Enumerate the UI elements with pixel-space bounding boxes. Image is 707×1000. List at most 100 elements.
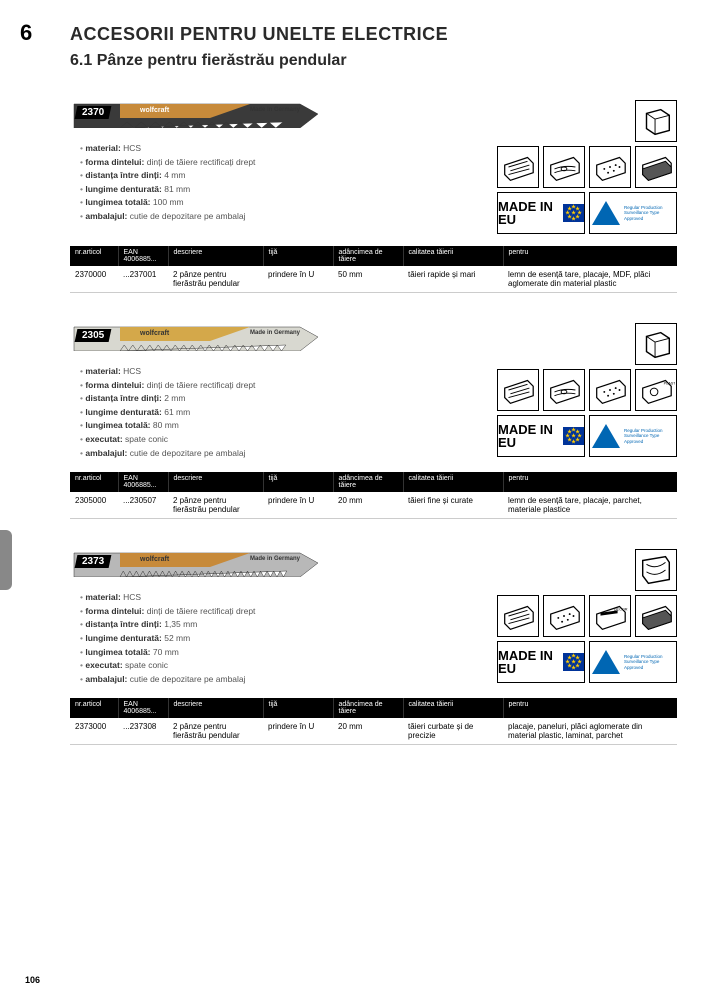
spec-item: lungimea totală: 70 mm bbox=[80, 646, 422, 660]
page-number: 106 bbox=[25, 975, 40, 985]
td-descriere: 2 pânze pentru fierăstrău pendular bbox=[168, 718, 263, 745]
spec-value: 81 mm bbox=[164, 184, 190, 194]
tuv-triangle-icon bbox=[592, 650, 620, 674]
tuv-text: Regular Production Surveillance Type App… bbox=[624, 205, 674, 221]
th-adancime: adâncimea de tăiere bbox=[333, 246, 403, 266]
td-ean: ...237308 bbox=[118, 718, 168, 745]
spec-item: lungimea totală: 80 mm bbox=[80, 419, 422, 433]
material-icon bbox=[635, 146, 677, 188]
spec-item: material: HCS bbox=[80, 142, 422, 156]
spec-item: distanța între dinți: 1,35 mm bbox=[80, 618, 422, 632]
spec-item: material: HCS bbox=[80, 591, 422, 605]
material-icon bbox=[543, 146, 585, 188]
td-tija: prindere în U bbox=[263, 492, 333, 519]
spec-value: cutie de depozitare pe ambalaj bbox=[130, 211, 246, 221]
blade-number: 2373 bbox=[75, 555, 112, 568]
td-tija: prindere în U bbox=[263, 718, 333, 745]
th-adancime: adâncimea de tăiere bbox=[333, 472, 403, 492]
td-adancime: 50 mm bbox=[333, 266, 403, 293]
made-in-eu-text: MADE IN EU bbox=[498, 423, 559, 449]
th-descriere: descriere bbox=[168, 698, 263, 718]
th-ean: EAN 4006885... bbox=[118, 698, 168, 718]
material-icon: PLASTIC bbox=[635, 369, 677, 411]
material-icon bbox=[589, 146, 631, 188]
product-table: nr.articolEAN 4006885...descrieretijăadâ… bbox=[70, 472, 677, 519]
spec-item: lungime denturată: 52 mm bbox=[80, 632, 422, 646]
section-number: 6.1 bbox=[70, 52, 92, 69]
chapter-number: 6 bbox=[20, 20, 50, 46]
product-block: 2373 wolfcraft Made in Germany material: HC… bbox=[70, 549, 677, 745]
spec-label: forma dintelui: bbox=[85, 606, 144, 616]
spec-value: spate conic bbox=[125, 660, 168, 670]
spec-item: executat: spate conic bbox=[80, 433, 422, 447]
spec-label: distanța între dinți: bbox=[85, 619, 162, 629]
material-icon bbox=[497, 146, 539, 188]
eu-flag-icon bbox=[563, 204, 584, 222]
spec-label: forma dintelui: bbox=[85, 380, 144, 390]
made-in-eu-badge: MADE IN EU bbox=[497, 192, 585, 234]
th-pentru: pentru bbox=[503, 472, 677, 492]
tuv-badge: Regular Production Surveillance Type App… bbox=[589, 415, 677, 457]
spec-item: lungimea totală: 100 mm bbox=[80, 196, 422, 210]
material-icon bbox=[635, 100, 677, 142]
page: 6 ACCESORII PENTRU UNELTE ELECTRICE 6.1 … bbox=[0, 0, 707, 795]
td-calitate: tăieri rapide și mari bbox=[403, 266, 503, 293]
spec-label: forma dintelui: bbox=[85, 157, 144, 167]
product-table: nr.articolEAN 4006885...descrieretijăadâ… bbox=[70, 698, 677, 745]
made-in-eu-badge: MADE IN EU bbox=[497, 641, 585, 683]
spec-label: lungime denturată: bbox=[85, 633, 162, 643]
chapter-title: ACCESORII PENTRU UNELTE ELECTRICE bbox=[70, 24, 448, 45]
chapter-header: 6 ACCESORII PENTRU UNELTE ELECTRICE bbox=[20, 20, 677, 46]
spec-value: 2 mm bbox=[164, 393, 185, 403]
spec-label: lungimea totală: bbox=[85, 197, 150, 207]
product-block: 2370wolfcraftMade in Germanymaterial: HC… bbox=[70, 100, 677, 293]
th-calitate: calitatea tăierii bbox=[403, 246, 503, 266]
td-tija: prindere în U bbox=[263, 266, 333, 293]
th-articol: nr.articol bbox=[70, 246, 118, 266]
eu-flag-icon bbox=[563, 427, 584, 445]
product-block: 2305wolfcraftMade in Germanymaterial: HC… bbox=[70, 323, 677, 519]
spec-item: lungime denturată: 61 mm bbox=[80, 406, 422, 420]
spec-value: HCS bbox=[123, 143, 141, 153]
th-calitate: calitatea tăierii bbox=[403, 698, 503, 718]
spec-item: material: HCS bbox=[80, 365, 422, 379]
spec-value: HCS bbox=[123, 592, 141, 602]
blade-brand: wolfcraft bbox=[140, 556, 169, 563]
product-table: nr.articolEAN 4006885...descrieretijăadâ… bbox=[70, 246, 677, 293]
blade-made-in: Made in Germany bbox=[250, 556, 300, 562]
tuv-badge: Regular Production Surveillance Type App… bbox=[589, 192, 677, 234]
spec-value: 4 mm bbox=[164, 170, 185, 180]
spec-value: 80 mm bbox=[153, 420, 179, 430]
material-icon bbox=[635, 323, 677, 365]
tuv-triangle-icon bbox=[592, 201, 620, 225]
spec-label: executat: bbox=[85, 660, 122, 670]
side-tab bbox=[0, 530, 12, 590]
spec-value: 52 mm bbox=[164, 633, 190, 643]
made-in-eu-text: MADE IN EU bbox=[498, 200, 559, 226]
th-descriere: descriere bbox=[168, 472, 263, 492]
th-ean: EAN 4006885... bbox=[118, 472, 168, 492]
table-row: 2370000...2370012 pânze pentru fierăstră… bbox=[70, 266, 677, 293]
spec-list: material: HCSforma dintelui: dinți de tă… bbox=[70, 365, 422, 460]
material-icon bbox=[635, 549, 677, 591]
spec-label: lungime denturată: bbox=[85, 184, 162, 194]
spec-value: dinți de tăiere rectificați drept bbox=[147, 606, 256, 616]
td-articol: 2305000 bbox=[70, 492, 118, 519]
th-pentru: pentru bbox=[503, 698, 677, 718]
section-title: Pânze pentru fierăstrău pendular bbox=[97, 52, 347, 69]
blade-made-in: Made in Germany bbox=[250, 107, 300, 113]
spec-label: ambalajul: bbox=[85, 448, 127, 458]
blade-brand: wolfcraft bbox=[140, 107, 169, 114]
svg-text:DECOR: DECOR bbox=[614, 607, 628, 611]
material-icon bbox=[543, 369, 585, 411]
td-adancime: 20 mm bbox=[333, 492, 403, 519]
spec-value: cutie de depozitare pe ambalaj bbox=[130, 448, 246, 458]
spec-item: forma dintelui: dinți de tăiere rectific… bbox=[80, 379, 422, 393]
eu-flag-icon bbox=[563, 653, 584, 671]
th-adancime: adâncimea de tăiere bbox=[333, 698, 403, 718]
td-articol: 2373000 bbox=[70, 718, 118, 745]
spec-value: HCS bbox=[123, 366, 141, 376]
spec-value: 1,35 mm bbox=[164, 619, 197, 629]
spec-label: lungimea totală: bbox=[85, 647, 150, 657]
spec-item: distanța între dinți: 4 mm bbox=[80, 169, 422, 183]
